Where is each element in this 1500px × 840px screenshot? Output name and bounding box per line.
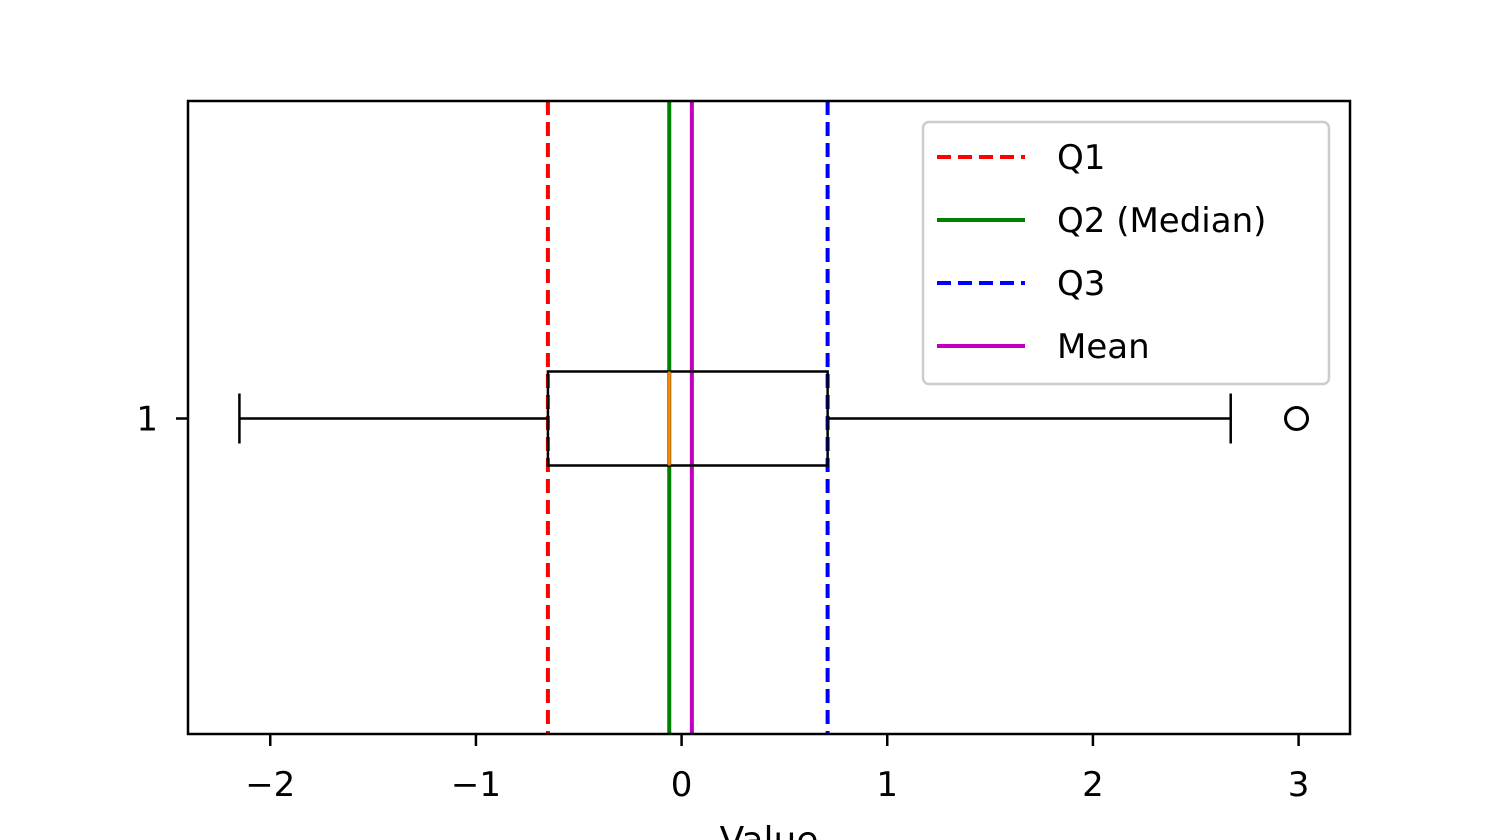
x-tick-label: 0 (671, 765, 693, 805)
x-tick-label: 2 (1082, 765, 1104, 805)
legend-label: Q3 (1057, 264, 1105, 304)
reference-lines (545, 101, 830, 734)
x-tick-label: 1 (876, 765, 898, 805)
legend-box (921, 120, 1331, 386)
interquartile-box (546, 370, 829, 467)
legend-label: Q1 (1057, 138, 1105, 178)
legend: Q1 Q2 (Median) Q3 Mean (921, 120, 1331, 386)
x-tick-label: 3 (1288, 765, 1310, 805)
legend-label: Q2 (Median) (1057, 201, 1266, 241)
x-tick-label: −1 (451, 765, 501, 805)
x-tick-label: −2 (245, 765, 295, 805)
box (238, 370, 1310, 467)
outlier-point (1284, 406, 1310, 431)
x-axis-label: Value (720, 820, 819, 840)
plot-frame (186, 99, 1352, 736)
y-tick-label: 1 (136, 400, 158, 440)
y-axis-ticks: 1 (136, 400, 188, 440)
legend-label: Mean (1057, 327, 1150, 367)
x-axis-ticks: −2 −1 0 1 2 3 (245, 734, 1309, 805)
